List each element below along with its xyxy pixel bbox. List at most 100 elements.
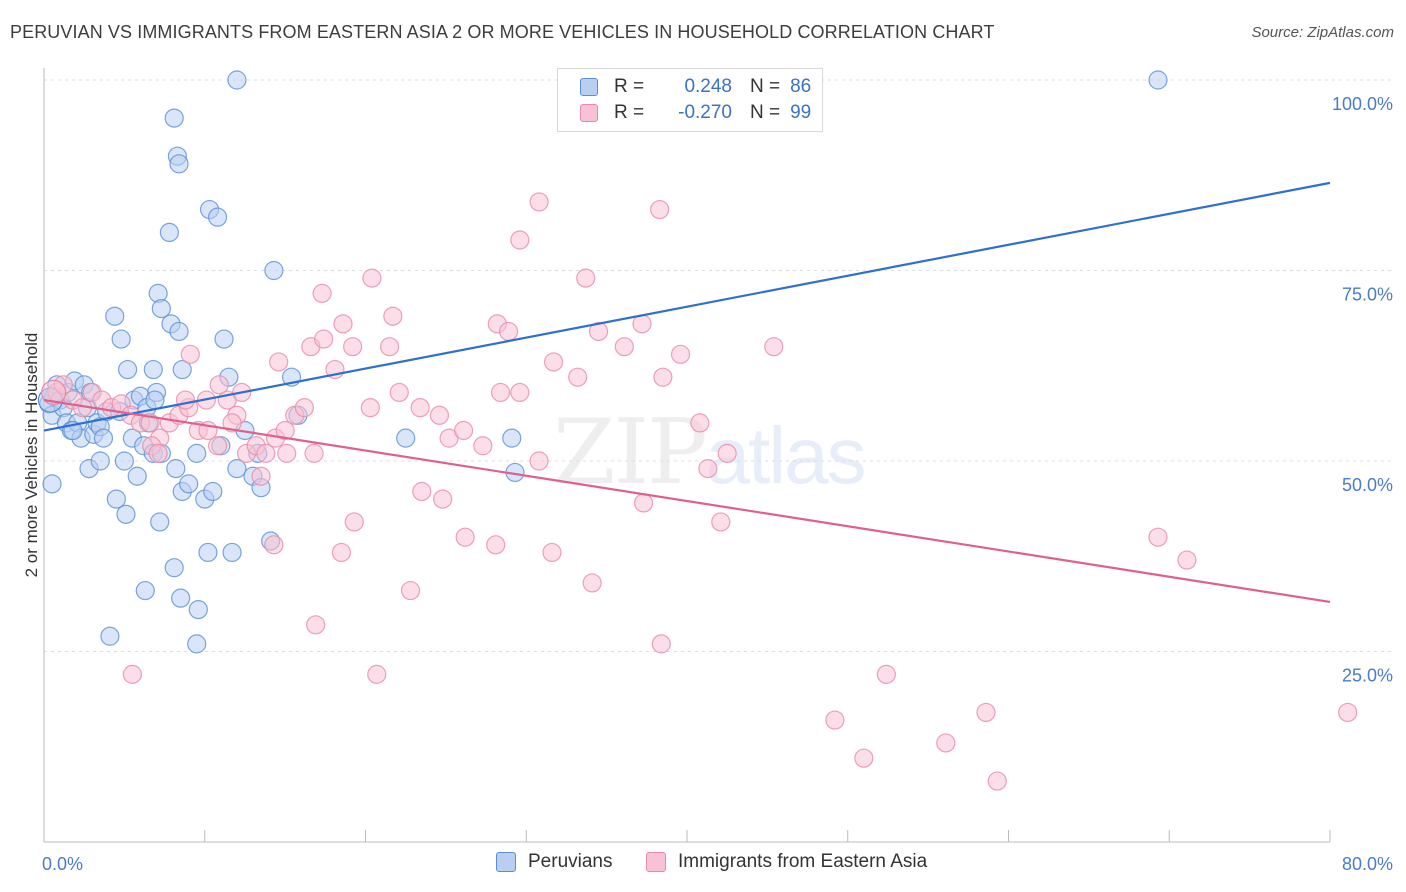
asia-point: [343, 337, 363, 357]
peruvian-point: [135, 580, 155, 601]
asia-point: [510, 230, 530, 250]
legend-row-peruvians: R = 0.248 N = 86: [580, 75, 811, 99]
y-tick-label: 25.0%: [1342, 666, 1393, 686]
series-swatch-peruvians: [496, 852, 516, 872]
axes: [43, 68, 1331, 843]
asia-point: [936, 733, 956, 753]
asia-point: [333, 314, 353, 334]
legend-swatch-asia: [580, 104, 598, 122]
asia-point: [670, 344, 691, 364]
asia-point: [429, 405, 450, 425]
asia-point: [122, 664, 143, 684]
asia-point: [633, 493, 654, 513]
legend-r-label: R =: [614, 76, 645, 97]
asia-point: [383, 306, 403, 326]
asia-point: [455, 527, 475, 547]
peruvian-point: [396, 428, 416, 448]
peruvian-point: [172, 359, 192, 380]
peruvian-point: [179, 474, 199, 494]
asia-point: [400, 580, 421, 601]
peruvian-point: [169, 154, 189, 174]
asia-point: [568, 367, 588, 387]
peruvian-point: [166, 459, 186, 479]
asia-point: [180, 344, 200, 364]
asia-point: [360, 398, 380, 418]
asia-point: [209, 375, 229, 395]
peruvian-point: [151, 299, 171, 319]
asia-point: [1148, 527, 1168, 547]
x-tick-label: 0.0%: [42, 854, 83, 874]
asia-point: [294, 398, 315, 418]
peruvian-point: [105, 306, 125, 326]
asia-point: [1338, 702, 1358, 723]
peruvian-point: [127, 466, 147, 486]
peruvian-point: [100, 626, 120, 646]
peruvian-point: [188, 599, 208, 620]
legend-n-value: 99: [790, 102, 812, 123]
peruvian-point: [42, 474, 62, 494]
asia-point: [698, 459, 718, 479]
peruvian-point: [222, 542, 242, 563]
asia-point: [148, 443, 168, 463]
peruvian-point: [93, 428, 114, 448]
asia-point: [854, 748, 874, 768]
asia-point: [576, 268, 596, 288]
asia-point: [175, 390, 196, 410]
asia-point: [208, 436, 228, 456]
asia-point: [1177, 550, 1197, 570]
y-tick-label: 75.0%: [1342, 285, 1393, 305]
asia-point: [344, 512, 364, 532]
correlation-legend: R = 0.248 N = 86 R = -0.270 N = 99: [557, 68, 823, 132]
asia-point: [650, 199, 670, 220]
peruvian-point: [214, 329, 234, 349]
asia-point: [690, 413, 710, 433]
asia-point: [711, 512, 731, 532]
asia-point: [306, 615, 326, 635]
peruvian-point: [164, 108, 184, 128]
asia-point: [614, 337, 634, 357]
asia-point: [764, 337, 784, 357]
asia-point: [314, 329, 334, 349]
asia-point: [651, 634, 671, 654]
peruvian-point: [169, 321, 189, 342]
peruvians-points: [37, 70, 1168, 654]
asia-point: [222, 413, 242, 433]
series-legend-asia: Immigrants from Eastern Asia: [646, 851, 927, 873]
legend-swatch-peruvians: [580, 78, 598, 96]
legend-r-value: 0.248: [684, 76, 732, 97]
chart-title: PERUVIAN VS IMMIGRANTS FROM EASTERN ASIA…: [10, 22, 995, 42]
peruvian-point: [208, 207, 228, 227]
peruvian-point: [187, 634, 207, 654]
peruvian-point: [502, 428, 522, 448]
legend-r-value: -0.270: [678, 102, 732, 123]
asia-trend-line: [43, 398, 1331, 604]
asia-point: [542, 542, 562, 563]
peruvian-point: [90, 451, 110, 471]
asia-point: [367, 664, 387, 684]
watermark-zip: ZIP: [553, 400, 708, 505]
peruvian-point: [227, 459, 247, 479]
asia-point: [264, 535, 284, 555]
watermark: ZIPatlas: [553, 400, 867, 505]
legend-n-label: N =: [750, 76, 781, 97]
legend-n-value: 86: [790, 76, 812, 97]
asia-point: [498, 321, 519, 342]
asia-point: [433, 489, 453, 509]
asia-point: [529, 192, 549, 212]
asia-point: [473, 436, 493, 456]
peruvian-point: [106, 489, 126, 509]
asia-point: [510, 382, 530, 403]
series-legend: Peruvians Immigrants from Eastern Asia: [0, 851, 1406, 877]
y-tick-label: 100.0%: [1332, 94, 1393, 114]
peruvian-point: [264, 260, 284, 281]
asia-point: [389, 382, 409, 403]
peruvian-point: [114, 451, 134, 471]
tick-labels: 25.0% 50.0% 75.0% 100.0% 0.0% 80.0%: [42, 94, 1393, 874]
peruvian-point: [203, 481, 223, 502]
peruvian-point: [150, 512, 170, 532]
asia-point: [976, 702, 996, 723]
asia-point: [312, 283, 332, 303]
legend-row-asia: R = -0.270 N = 99: [580, 101, 811, 125]
trend-lines: [43, 181, 1331, 604]
